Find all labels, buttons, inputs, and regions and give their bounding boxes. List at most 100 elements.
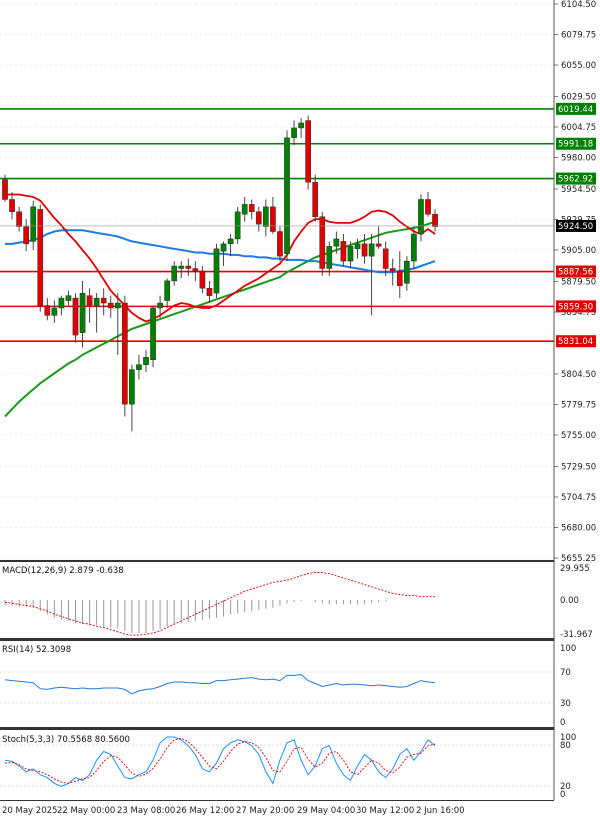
candle-body <box>361 243 368 257</box>
price-axis-label: 5704.75 <box>561 493 596 503</box>
ma-mid-line <box>5 229 436 274</box>
macd-histogram <box>4 600 387 633</box>
time-axis-label: 29 May 04:00 <box>297 806 355 816</box>
candle-body <box>16 211 22 227</box>
stoch-panel[interactable]: Stoch(5,3,3) 70.5568 80.5600 100 80 20 0 <box>0 733 576 800</box>
price-grid <box>0 3 554 559</box>
panel-separator <box>0 800 554 801</box>
rsi-title: RSI(14) 52.3098 <box>2 645 71 655</box>
macd-panel[interactable]: MACD(12,26,9) 2.879 -0.638 29.955 0.00 -… <box>2 564 593 640</box>
price-panel[interactable] <box>0 0 554 560</box>
price-level-badge-label: 6019.44 <box>558 105 593 115</box>
candle-body <box>93 297 100 306</box>
candle-body <box>199 270 206 289</box>
candle-body <box>185 265 192 269</box>
candle-body <box>30 206 37 242</box>
candle-body <box>234 211 241 240</box>
candle-body <box>368 243 375 257</box>
candle-body <box>340 241 347 262</box>
candle-body <box>326 246 333 269</box>
candle-body <box>164 280 171 301</box>
price-panel-background <box>0 0 554 560</box>
candle-body <box>2 179 8 200</box>
price-level-badge <box>556 335 596 348</box>
price-level-badges: 6019.44 5991.18 5962.92 5887.56 5859.30 5831.… <box>556 102 596 348</box>
price-axis-label: 5729.50 <box>561 462 596 472</box>
candle-body <box>206 287 213 296</box>
price-axis-label: 5804.50 <box>561 370 596 380</box>
macd-axis-bottom: -31.967 <box>560 630 593 640</box>
price-axis-label: 6104.50 <box>561 0 596 10</box>
time-axis-label: 26 May 12:00 <box>176 806 234 816</box>
candle-body <box>100 297 107 304</box>
candle-body <box>375 243 382 247</box>
candle-body <box>411 233 417 262</box>
candle-body <box>51 307 58 316</box>
candle-body <box>192 268 199 272</box>
rsi-line <box>4 674 436 695</box>
price-axis-label: 5655.25 <box>561 554 596 564</box>
price-axis-label: 5680.00 <box>561 523 596 533</box>
candle-body <box>291 127 297 139</box>
time-axis-label: 27 May 20:00 <box>236 806 294 816</box>
candle-body <box>432 214 438 227</box>
candle-body <box>122 302 128 405</box>
candle-body <box>107 302 114 309</box>
rsi-axis-30: 30 <box>560 699 571 709</box>
candle-body <box>284 137 290 254</box>
rsi-axis-70: 70 <box>560 668 571 678</box>
price-axis-label: 5954.50 <box>561 185 596 195</box>
candle-body <box>382 248 389 269</box>
candle-body <box>270 206 276 232</box>
candle-body <box>248 204 255 213</box>
candle-body <box>333 238 340 247</box>
candle-body <box>136 364 142 370</box>
candle-body <box>23 226 29 245</box>
current-price-badge: 5924.50 <box>556 219 596 232</box>
panel-separator <box>0 638 554 641</box>
candle-body <box>241 204 248 215</box>
price-level-badge-label: 5887.56 <box>558 268 593 278</box>
price-axis-label: 5755.00 <box>561 431 596 441</box>
stoch-axis-20: 20 <box>560 782 571 792</box>
stoch-axis-80: 80 <box>560 741 571 751</box>
ma-fast-line <box>5 193 436 323</box>
time-axis-label: 2 Jun 16:00 <box>416 806 465 816</box>
candle-body <box>263 206 269 227</box>
candle-body <box>65 295 72 301</box>
rsi-axis-100: 100 <box>560 644 576 654</box>
candle-body <box>171 265 178 282</box>
candle-body <box>277 231 283 257</box>
candle-body <box>86 295 93 306</box>
stoch-title: Stoch(5,3,3) 70.5568 80.5600 <box>2 735 130 745</box>
time-axis: 20 May 2025 22 May 00:00 23 May 08:00 26 Ma… <box>2 806 465 816</box>
candle-body <box>79 292 86 333</box>
price-level-badge <box>556 172 596 185</box>
price-axis-label: 5854.75 <box>561 308 596 318</box>
candle-body <box>213 248 220 294</box>
candle-body <box>227 238 234 245</box>
price-axis: 6104.50 6079.75 6055.00 6029.50 6004.75 5980.… <box>553 0 596 800</box>
panel-separator <box>0 560 554 562</box>
stoch-axis-0: 0 <box>560 790 565 800</box>
price-level-badge-label: 5831.04 <box>558 337 593 347</box>
candle-body <box>220 243 227 252</box>
price-level-badge-label: 5962.92 <box>558 175 593 185</box>
candlestick-series <box>2 115 438 432</box>
candle-body <box>150 307 156 361</box>
macd-title: MACD(12,26,9) 2.879 -0.638 <box>2 566 124 576</box>
candle-body <box>178 265 185 269</box>
candle-body <box>58 297 65 309</box>
panel-separator <box>0 727 554 730</box>
candle-body <box>114 302 121 309</box>
candle-body <box>72 297 79 336</box>
time-axis-label: 22 May 00:00 <box>57 806 115 816</box>
current-price-badge-label: 5924.50 <box>558 222 593 232</box>
price-axis-label: 5905.00 <box>561 246 596 256</box>
price-axis-labels: 6104.50 6079.75 6055.00 6029.50 6004.75 5980.… <box>554 0 596 564</box>
rsi-panel[interactable]: RSI(14) 52.3098 100 70 30 0 <box>0 644 576 728</box>
candle-body <box>396 270 403 287</box>
candle-body <box>319 216 326 269</box>
time-axis-label: 30 May 12:00 <box>356 806 414 816</box>
